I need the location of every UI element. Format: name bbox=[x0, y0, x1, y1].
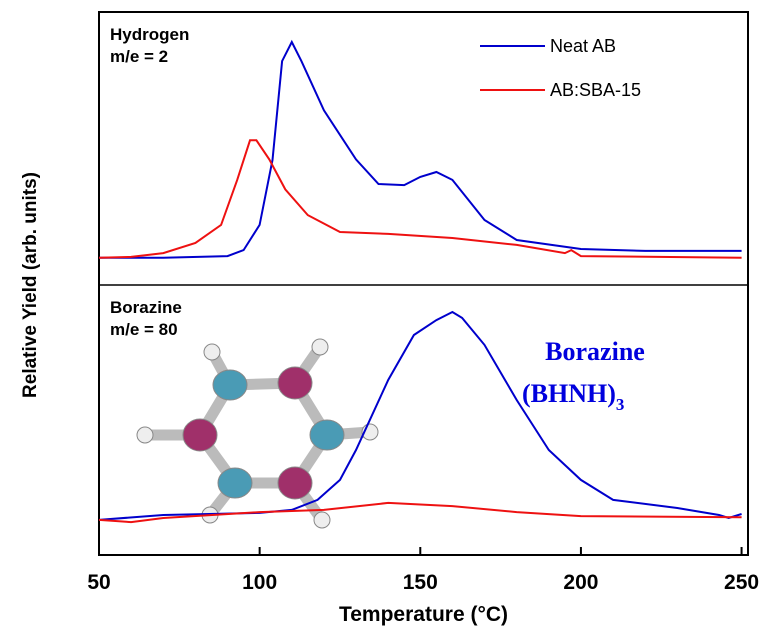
x-axis-label: Temperature (°C) bbox=[339, 603, 508, 626]
x-tick-label: 250 bbox=[724, 571, 759, 594]
data-line bbox=[99, 140, 742, 257]
x-tick-label: 100 bbox=[242, 571, 277, 594]
formula-subscript: 3 bbox=[616, 395, 625, 414]
borazine-molecule bbox=[137, 339, 378, 528]
chart: Hydrogen m/e = 2 Neat AB AB:SBA-15 Relative … bbox=[0, 0, 761, 635]
legend-label: Neat AB bbox=[550, 36, 616, 56]
data-line bbox=[99, 42, 742, 258]
x-tick-label: 200 bbox=[563, 571, 598, 594]
data-line bbox=[99, 312, 742, 520]
plot-frame bbox=[99, 12, 748, 555]
y-axis-label: Relative Yield (arb. units) bbox=[20, 172, 41, 398]
x-tick-label: 50 bbox=[87, 571, 110, 594]
formula-main: (BHNH) bbox=[522, 379, 616, 408]
data-line bbox=[99, 503, 742, 522]
molecule-name: Borazine bbox=[545, 337, 645, 366]
x-tick-label: 150 bbox=[403, 571, 438, 594]
legend-label: AB:SBA-15 bbox=[550, 80, 641, 100]
panel-label: Hydrogen bbox=[110, 25, 189, 44]
molecule-formula: (BHNH)3 bbox=[522, 379, 624, 414]
panel-label: m/e = 2 bbox=[110, 47, 168, 66]
panel-label: m/e = 80 bbox=[110, 320, 178, 339]
panel-label: Borazine bbox=[110, 298, 182, 317]
